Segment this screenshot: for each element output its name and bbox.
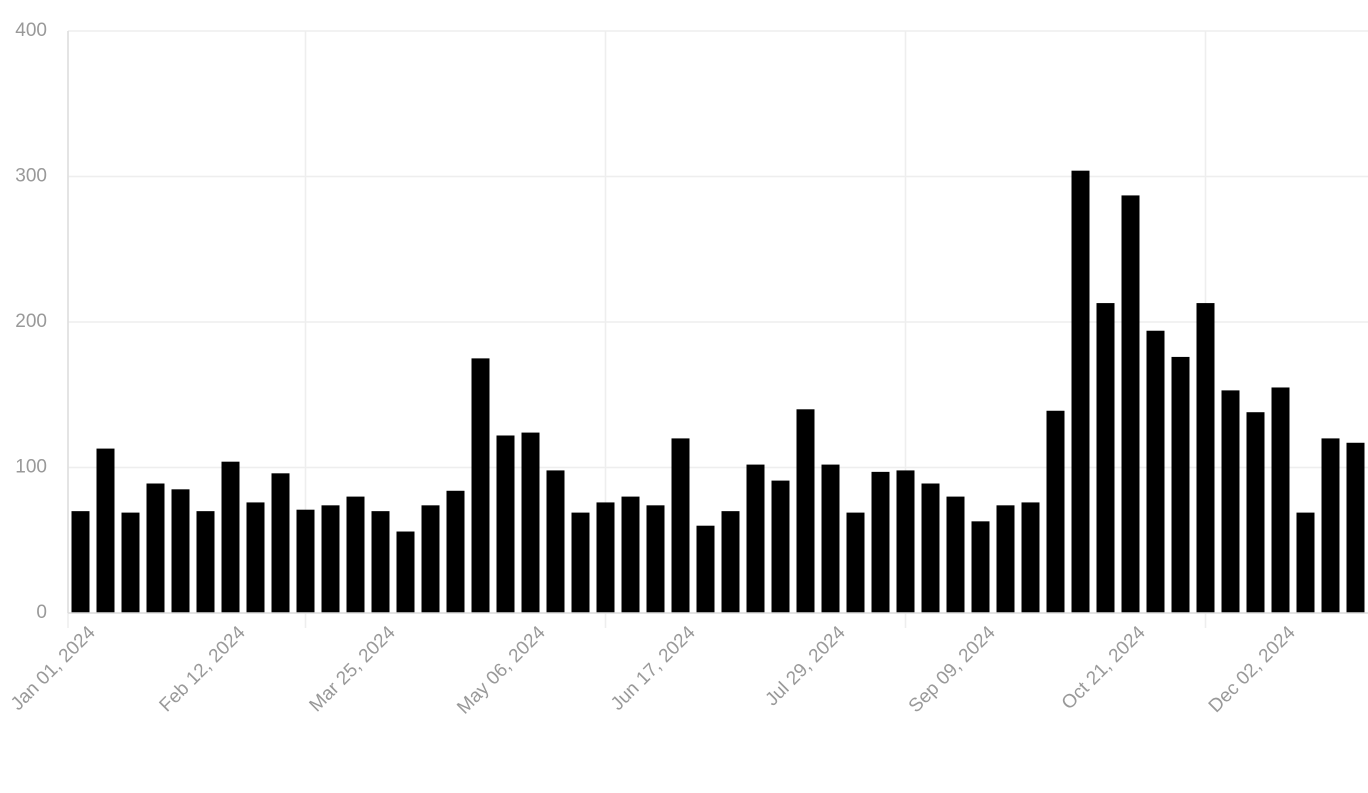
bar: [1146, 330, 1165, 613]
x-tick-label: Mar 25, 2024: [306, 622, 400, 716]
bar: [571, 512, 590, 613]
bar: [596, 502, 615, 613]
bar: [1296, 512, 1315, 613]
bar: [196, 511, 215, 613]
bar: [796, 409, 815, 613]
bar: [296, 509, 315, 613]
x-tick-label: Oct 21, 2024: [1058, 622, 1150, 714]
bar: [646, 505, 665, 613]
y-tick-label: 300: [15, 166, 47, 187]
bar: [971, 521, 990, 613]
y-tick-label: 200: [15, 311, 47, 332]
bar: [96, 448, 115, 613]
x-tick-label: Jan 01, 2024: [7, 622, 100, 715]
bar: [1121, 195, 1140, 614]
bar: [946, 496, 965, 613]
x-tick-label: May 06, 2024: [453, 622, 550, 719]
bar: [671, 438, 690, 613]
x-tick-label: Sep 09, 2024: [905, 622, 1000, 717]
bar: [1021, 502, 1040, 613]
bar: [321, 505, 340, 613]
bar: [846, 512, 865, 613]
bar: [396, 531, 415, 613]
bar: [621, 496, 640, 613]
bar: [771, 480, 790, 613]
x-tick-label: Jul 29, 2024: [762, 622, 850, 710]
bar: [1346, 442, 1365, 613]
x-tick-label: Feb 12, 2024: [156, 622, 250, 716]
bar: [371, 511, 390, 613]
bar: [546, 470, 565, 613]
bar: [1171, 356, 1190, 613]
bar: [1246, 412, 1265, 613]
bar: [171, 489, 190, 613]
bar: [346, 496, 365, 613]
bar: [1046, 410, 1065, 613]
bar: [1221, 390, 1240, 613]
bar: [446, 490, 465, 613]
bar: [71, 511, 90, 613]
y-tick-label: 400: [15, 20, 47, 41]
bar: [696, 525, 715, 613]
bar: [121, 512, 140, 613]
bar: [1096, 303, 1115, 613]
bar: [221, 461, 240, 613]
bar: [821, 464, 840, 613]
bar: [921, 483, 940, 613]
bar: [1196, 303, 1215, 613]
bar: [521, 432, 540, 613]
bar: [1321, 438, 1340, 613]
bar: [271, 473, 290, 613]
x-tick-label: Jun 17, 2024: [607, 622, 700, 715]
y-tick-label: 0: [36, 602, 47, 623]
bar: [746, 464, 765, 613]
bar: [471, 358, 490, 613]
bar: [721, 511, 740, 613]
bar: [496, 435, 515, 613]
bar: [246, 502, 265, 613]
bar: [896, 470, 915, 613]
bar: [421, 505, 440, 613]
x-tick-label: Dec 02, 2024: [1205, 622, 1300, 717]
bar: [146, 483, 165, 613]
bar: [871, 471, 890, 613]
bar: [996, 505, 1015, 613]
bar: [1071, 170, 1090, 613]
bar: [1271, 387, 1290, 613]
y-tick-label: 100: [15, 457, 47, 478]
